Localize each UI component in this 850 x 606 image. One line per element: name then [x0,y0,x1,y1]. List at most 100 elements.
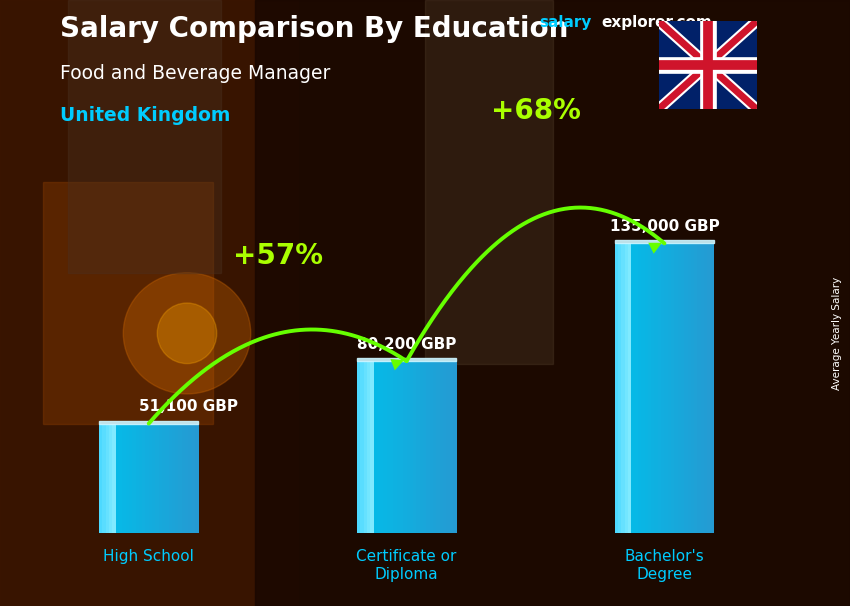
Bar [162,424,166,533]
Bar [367,361,371,533]
Bar [383,361,387,533]
Bar [129,424,133,533]
Bar [674,244,678,533]
Bar [165,424,169,533]
Bar [195,424,199,533]
Ellipse shape [157,303,217,364]
Bar [416,361,420,533]
Text: Food and Beverage Manager: Food and Beverage Manager [60,64,330,82]
Bar [394,361,397,533]
Bar [152,424,156,533]
Bar [635,244,638,533]
Bar [103,424,106,533]
Bar [691,244,694,533]
Bar [410,361,414,533]
Bar [189,424,192,533]
Bar [654,244,658,533]
Bar [443,361,446,533]
Bar [628,244,632,533]
Bar [172,424,176,533]
Bar [427,361,430,533]
Bar [377,361,381,533]
Bar [665,244,668,533]
Bar [677,244,682,533]
Bar [658,244,661,533]
Bar [430,361,434,533]
Bar [119,424,122,533]
Text: Salary Comparison By Education: Salary Comparison By Education [60,15,568,43]
Bar [688,244,691,533]
Bar [641,244,645,533]
Bar [439,361,444,533]
Bar [651,244,654,533]
Bar [156,424,159,533]
Bar [450,361,453,533]
Bar [99,421,198,424]
Bar [400,361,404,533]
Bar [700,244,705,533]
Text: salary: salary [540,15,592,30]
Bar [707,244,711,533]
Bar [433,361,437,533]
Bar [142,424,146,533]
Bar [681,244,684,533]
Bar [380,361,384,533]
Bar [618,244,622,533]
Text: Average Yearly Salary: Average Yearly Salary [832,277,842,390]
Bar [105,424,110,533]
Bar [185,424,189,533]
Bar [178,424,182,533]
Bar [632,244,635,533]
Bar [364,361,367,533]
Bar [638,244,642,533]
Bar [436,361,440,533]
Bar [116,424,119,533]
Bar [175,424,178,533]
Text: 51,100 GBP: 51,100 GBP [139,399,238,414]
Bar [126,424,129,533]
Bar [403,361,407,533]
Text: +68%: +68% [490,98,581,125]
Bar [711,244,714,533]
Bar [149,424,152,533]
Bar [446,361,450,533]
Bar [397,361,400,533]
Bar [192,424,196,533]
Bar [68,0,221,273]
Ellipse shape [123,273,251,394]
Bar [425,0,552,364]
Text: explorer.com: explorer.com [601,15,711,30]
Bar [109,424,113,533]
Bar [371,361,374,533]
Bar [357,358,456,361]
Bar [615,241,714,244]
Bar [423,361,427,533]
Bar [357,361,360,533]
Bar [373,361,377,533]
Bar [621,244,625,533]
Text: +57%: +57% [233,242,323,270]
Bar [145,424,149,533]
Bar [625,244,628,533]
Bar [360,361,364,533]
Bar [453,361,456,533]
Bar [406,361,411,533]
Bar [0,0,298,606]
Bar [99,424,103,533]
Bar [159,424,162,533]
Bar [255,0,850,606]
Bar [615,244,619,533]
Bar [133,424,136,533]
Text: 135,000 GBP: 135,000 GBP [609,219,719,234]
Bar [420,361,423,533]
Bar [684,244,688,533]
Bar [648,244,652,533]
Bar [182,424,185,533]
Bar [704,244,708,533]
Bar [698,244,701,533]
Bar [413,361,416,533]
Bar [668,244,672,533]
Bar [390,361,394,533]
Bar [671,244,675,533]
Bar [135,424,139,533]
